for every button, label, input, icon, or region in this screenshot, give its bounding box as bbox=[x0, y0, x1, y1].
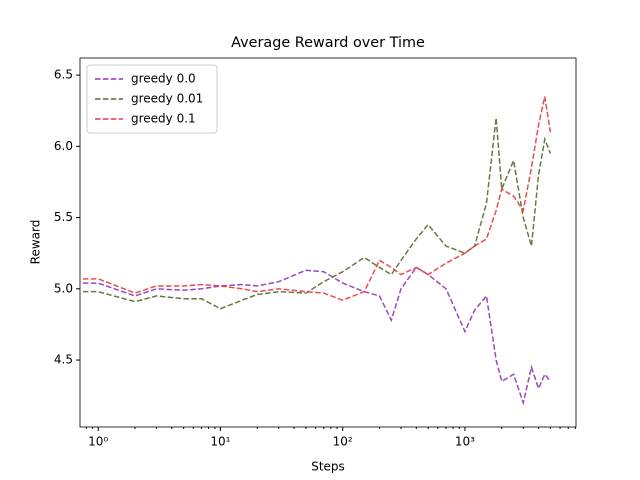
series-line bbox=[82, 117, 552, 310]
series-line bbox=[82, 266, 551, 406]
legend-label: greedy 0.0 bbox=[131, 72, 196, 86]
chart-title: Average Reward over Time bbox=[231, 35, 425, 51]
x-tick-label: 10⁰ bbox=[88, 435, 108, 449]
y-tick-label: 6.5 bbox=[54, 68, 73, 82]
y-tick-label: 6.0 bbox=[54, 139, 73, 153]
y-tick-label: 4.5 bbox=[54, 353, 73, 367]
y-tick-label: 5.5 bbox=[54, 210, 73, 224]
legend-label: greedy 0.01 bbox=[131, 92, 203, 106]
series-line bbox=[82, 96, 552, 302]
y-axis-label: Reward bbox=[29, 220, 43, 265]
x-tick-label: 10¹ bbox=[210, 435, 230, 449]
legend-label: greedy 0.1 bbox=[131, 112, 196, 126]
x-tick-label: 10³ bbox=[455, 435, 475, 449]
x-axis-label: Steps bbox=[311, 460, 345, 474]
y-tick-label: 5.0 bbox=[54, 281, 73, 295]
x-tick-label: 10² bbox=[333, 435, 353, 449]
legend-box bbox=[86, 64, 218, 134]
plot-frame bbox=[79, 57, 577, 428]
